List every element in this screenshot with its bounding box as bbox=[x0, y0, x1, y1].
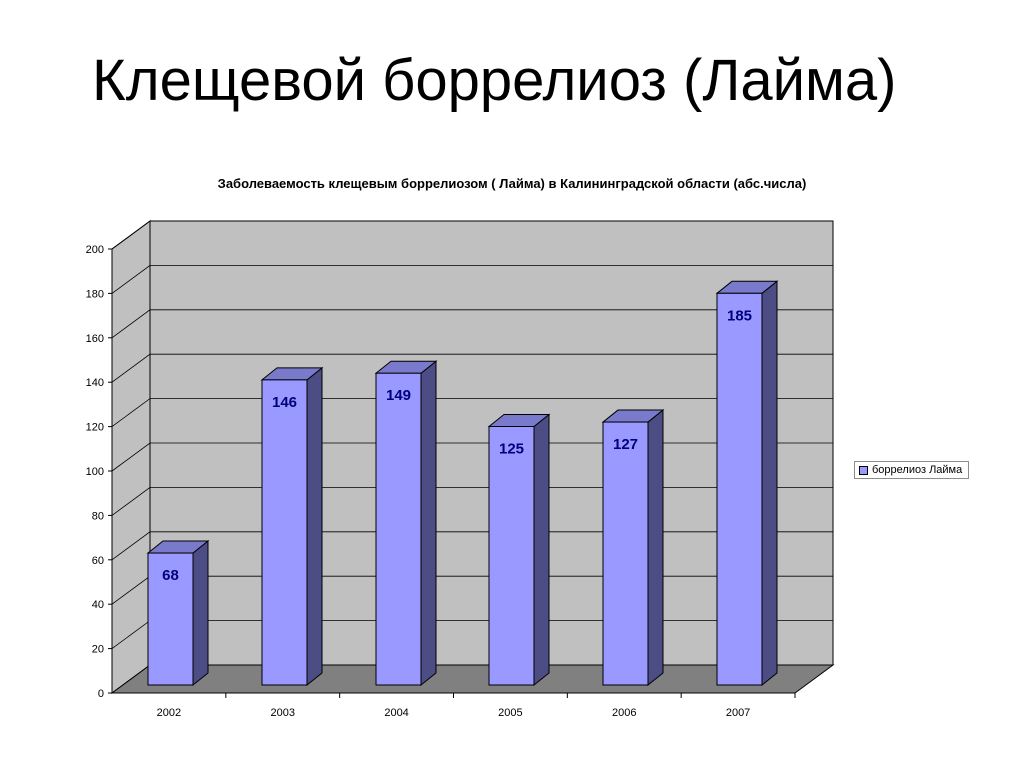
x-tick-label: 2002 bbox=[157, 707, 181, 719]
y-tick-label: 20 bbox=[92, 644, 104, 656]
y-tick-label: 200 bbox=[86, 244, 104, 256]
y-tick-label: 180 bbox=[86, 288, 104, 300]
data-label: 149 bbox=[386, 387, 411, 404]
bar bbox=[375, 372, 422, 686]
bar-side bbox=[761, 280, 778, 687]
bar bbox=[716, 292, 763, 686]
x-tick-label: 2006 bbox=[612, 707, 636, 719]
bar-side bbox=[647, 409, 664, 687]
y-tick-label: 0 bbox=[98, 688, 104, 700]
data-label: 125 bbox=[499, 441, 524, 458]
data-label: 68 bbox=[162, 567, 179, 584]
gridline bbox=[111, 398, 833, 427]
bar bbox=[261, 379, 308, 686]
bar bbox=[488, 426, 535, 686]
data-label: 146 bbox=[272, 394, 297, 411]
slide-title: Клещевой боррелиоз (Лайма) bbox=[92, 48, 897, 113]
bar bbox=[602, 421, 649, 686]
bar-side bbox=[192, 539, 209, 687]
bar-side bbox=[306, 366, 323, 687]
x-tick-label: 2004 bbox=[384, 707, 408, 719]
y-tick-label: 160 bbox=[86, 333, 104, 345]
bar-side bbox=[420, 360, 437, 687]
data-label: 185 bbox=[727, 307, 752, 324]
y-tick-label: 140 bbox=[86, 377, 104, 389]
data-label: 127 bbox=[613, 436, 638, 453]
x-tick-label: 2007 bbox=[726, 707, 750, 719]
bar-side bbox=[533, 413, 550, 687]
x-tick-label: 2003 bbox=[271, 707, 295, 719]
gridline bbox=[111, 220, 833, 250]
gridline bbox=[111, 309, 833, 339]
gridline bbox=[111, 264, 833, 294]
chart-legend: боррелиоз Лайма bbox=[854, 461, 970, 479]
y-tick-label: 40 bbox=[92, 599, 104, 611]
y-tick-label: 120 bbox=[86, 422, 104, 434]
legend-label: боррелиоз Лайма bbox=[872, 464, 963, 476]
legend-swatch bbox=[859, 465, 868, 475]
bar bbox=[147, 552, 194, 686]
x-tick-label: 2005 bbox=[498, 707, 522, 719]
y-tick-label: 60 bbox=[92, 555, 104, 567]
gridline bbox=[111, 353, 833, 383]
chart-title: Заболеваемость клещевым боррелиозом ( Ла… bbox=[217, 176, 807, 191]
y-tick-label: 100 bbox=[86, 466, 104, 478]
y-tick-label: 80 bbox=[92, 510, 104, 522]
